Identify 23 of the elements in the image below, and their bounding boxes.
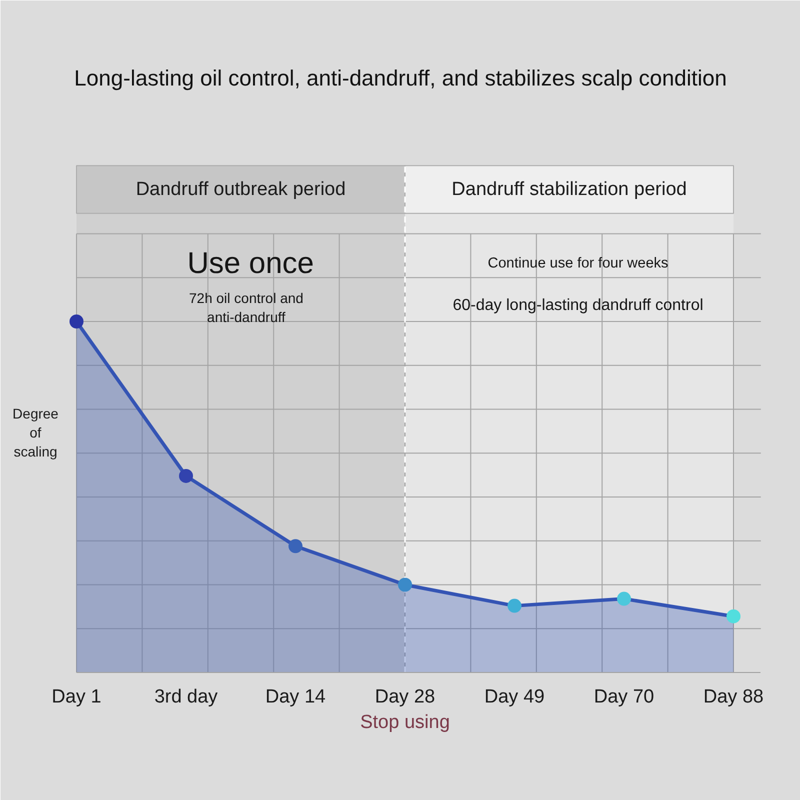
band-label: Dandruff outbreak period bbox=[136, 179, 346, 200]
x-tick-label: Day 28 bbox=[374, 686, 436, 708]
band-label: Dandruff stabilization period bbox=[452, 179, 687, 200]
y-axis-title: Degree of scaling bbox=[12, 405, 59, 460]
x-tick-label: Day 88 bbox=[703, 686, 764, 708]
x-tick-label: Day 70 bbox=[594, 686, 654, 708]
point bbox=[288, 539, 302, 554]
text: Use once bbox=[187, 247, 314, 280]
x-tick-label: 3rd day bbox=[154, 686, 218, 708]
annotation: 72h oil control and anti-dandruff bbox=[189, 290, 304, 326]
point bbox=[508, 598, 522, 613]
x-tick-label: Day 49 bbox=[484, 686, 545, 708]
chart-title: Long-lasting oil control, anti-dandruff, and stabilizes scalp condition bbox=[74, 66, 727, 90]
ref-line-label: Stop using bbox=[360, 712, 450, 733]
x-tick-label: Day 1 bbox=[52, 686, 102, 708]
text: 60-day long-lasting dandruff control bbox=[452, 296, 704, 314]
point bbox=[70, 314, 84, 328]
text: Continue use for four weeks bbox=[488, 256, 668, 272]
point bbox=[179, 468, 193, 483]
point bbox=[726, 609, 740, 624]
point bbox=[617, 592, 631, 606]
point bbox=[398, 578, 412, 592]
x-tick-label: Day 14 bbox=[265, 686, 326, 708]
